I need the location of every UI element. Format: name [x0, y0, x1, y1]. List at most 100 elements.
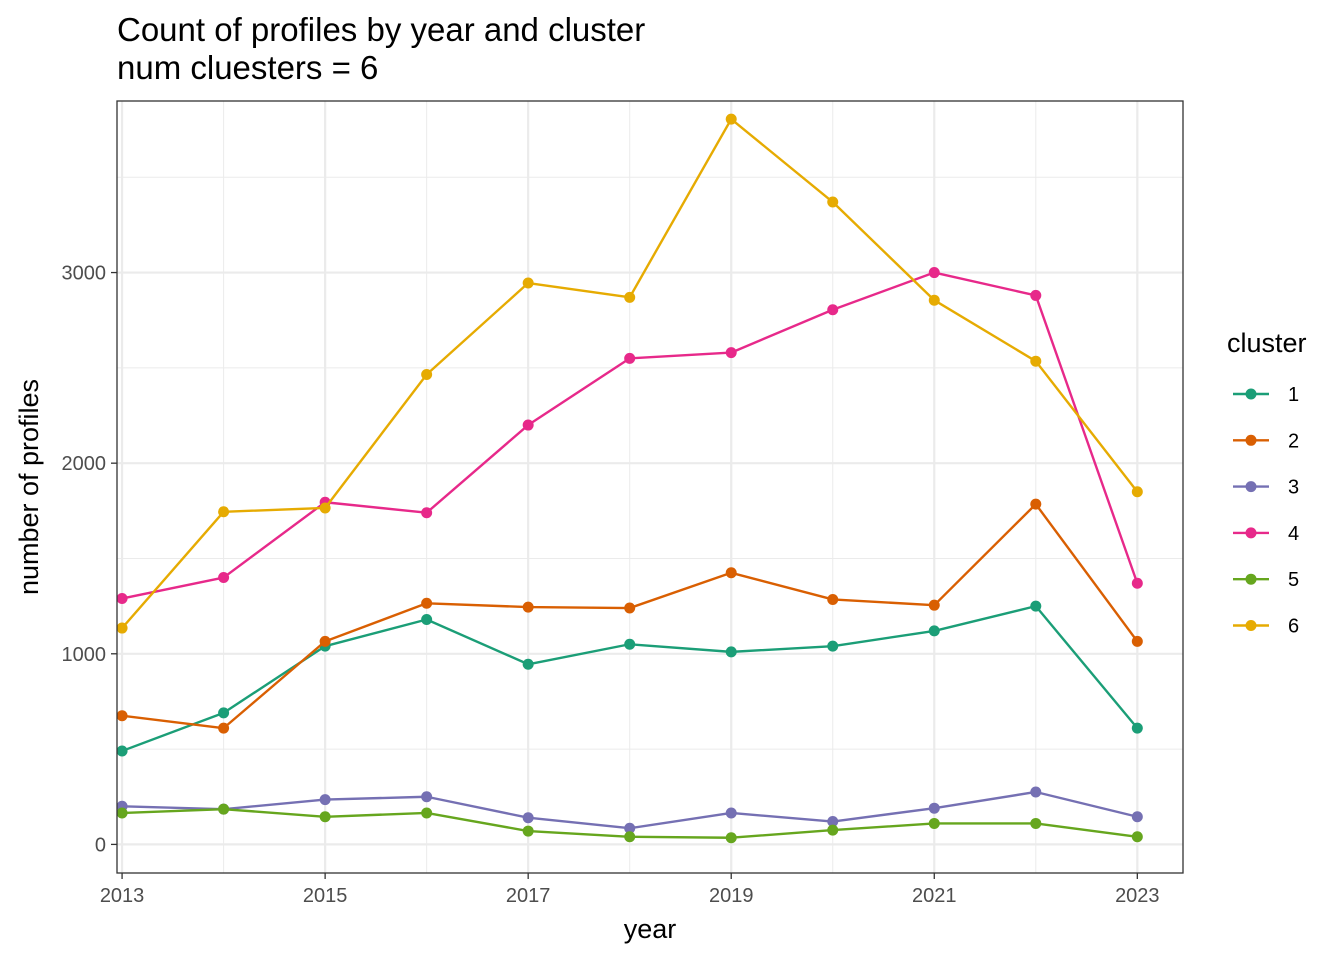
data-point: [1030, 786, 1042, 798]
data-point: [1131, 811, 1143, 823]
legend-key-point: [1245, 573, 1257, 585]
data-point: [928, 802, 940, 814]
y-tick-label: 1000: [62, 644, 107, 666]
legend-label: 4: [1288, 523, 1299, 545]
axes: 0 1000 2000 3000 2013 2015 2017 2019 2021 2023: [62, 263, 1160, 907]
plot-panel-border: [116, 100, 1184, 874]
y-axis-title: number of profiles: [14, 379, 44, 595]
data-point: [522, 601, 534, 613]
legend-key-point: [1245, 620, 1257, 631]
data-point: [522, 825, 534, 837]
data-point: [421, 791, 433, 803]
data-point: [827, 304, 839, 316]
legend-label: 5: [1288, 569, 1299, 591]
legend-item-5: 5: [1233, 569, 1299, 591]
y-tick-label: 2000: [62, 453, 107, 475]
data-point: [725, 113, 737, 125]
x-tick-label: 2021: [912, 885, 957, 907]
data-point: [116, 807, 128, 819]
data-point: [522, 812, 534, 824]
x-tick-label: 2015: [303, 885, 348, 907]
series-layer: [116, 113, 1143, 844]
data-point: [319, 811, 331, 823]
data-point: [522, 277, 534, 289]
data-point: [421, 613, 433, 625]
x-tick-label: 2019: [709, 885, 754, 907]
data-point: [218, 572, 230, 584]
data-point: [218, 707, 230, 719]
data-point: [319, 635, 331, 647]
legend-item-1: 1: [1233, 384, 1299, 406]
data-point: [116, 593, 128, 605]
legend-title: cluster: [1227, 328, 1307, 358]
data-point: [218, 722, 230, 734]
data-point: [522, 419, 534, 431]
data-point: [928, 817, 940, 829]
data-point: [624, 638, 636, 650]
series-5: [116, 803, 1143, 844]
data-point: [421, 807, 433, 819]
series-2: [116, 498, 1143, 734]
data-point: [319, 502, 331, 514]
data-point: [1131, 635, 1143, 647]
data-point: [624, 822, 636, 834]
data-point: [928, 294, 940, 306]
legend-label: 1: [1288, 384, 1299, 406]
series-6: [116, 113, 1143, 634]
data-point: [827, 640, 839, 652]
data-point: [624, 602, 636, 614]
legend-item-3: 3: [1233, 477, 1299, 499]
data-point: [1030, 600, 1042, 612]
legend-item-2: 2: [1233, 430, 1299, 452]
legend-key-point: [1245, 434, 1257, 446]
grid: [117, 101, 1183, 873]
data-point: [624, 291, 636, 303]
data-point: [1030, 289, 1042, 301]
data-point: [319, 794, 331, 806]
legend: cluster 1 2 3 4 5 6: [1227, 328, 1307, 638]
data-point: [827, 824, 839, 836]
data-point: [725, 347, 737, 359]
data-point: [218, 506, 230, 518]
data-point: [1131, 831, 1143, 843]
legend-key-point: [1245, 527, 1257, 539]
data-point: [1030, 355, 1042, 367]
data-point: [116, 622, 128, 634]
data-point: [1131, 577, 1143, 589]
data-point: [827, 593, 839, 605]
x-tick-label: 2017: [506, 885, 551, 907]
y-tick-label: 3000: [62, 263, 107, 285]
chart-title: Count of profiles by year and cluster: [117, 11, 645, 48]
data-point: [624, 831, 636, 843]
data-point: [725, 807, 737, 819]
x-axis-title: year: [624, 914, 677, 944]
data-point: [1030, 817, 1042, 829]
legend-item-6: 6: [1233, 616, 1299, 638]
data-point: [1131, 722, 1143, 734]
data-point: [725, 832, 737, 844]
series-1: [116, 600, 1143, 757]
x-tick-label: 2013: [100, 885, 145, 907]
data-point: [522, 658, 534, 670]
legend-label: 6: [1288, 616, 1299, 638]
chart-subtitle: num cluesters = 6: [117, 49, 378, 86]
data-point: [928, 625, 940, 637]
data-point: [218, 803, 230, 815]
y-tick-label: 0: [95, 834, 106, 856]
data-point: [421, 369, 433, 381]
legend-key-point: [1245, 481, 1257, 493]
legend-label: 2: [1288, 430, 1299, 452]
data-point: [421, 597, 433, 609]
data-point: [624, 352, 636, 364]
data-point: [827, 196, 839, 208]
data-point: [725, 646, 737, 658]
data-point: [827, 816, 839, 828]
legend-item-4: 4: [1233, 523, 1299, 545]
data-point: [421, 507, 433, 519]
x-tick-label: 2023: [1115, 885, 1160, 907]
data-point: [116, 745, 128, 757]
data-point: [1131, 486, 1143, 498]
data-point: [725, 567, 737, 579]
